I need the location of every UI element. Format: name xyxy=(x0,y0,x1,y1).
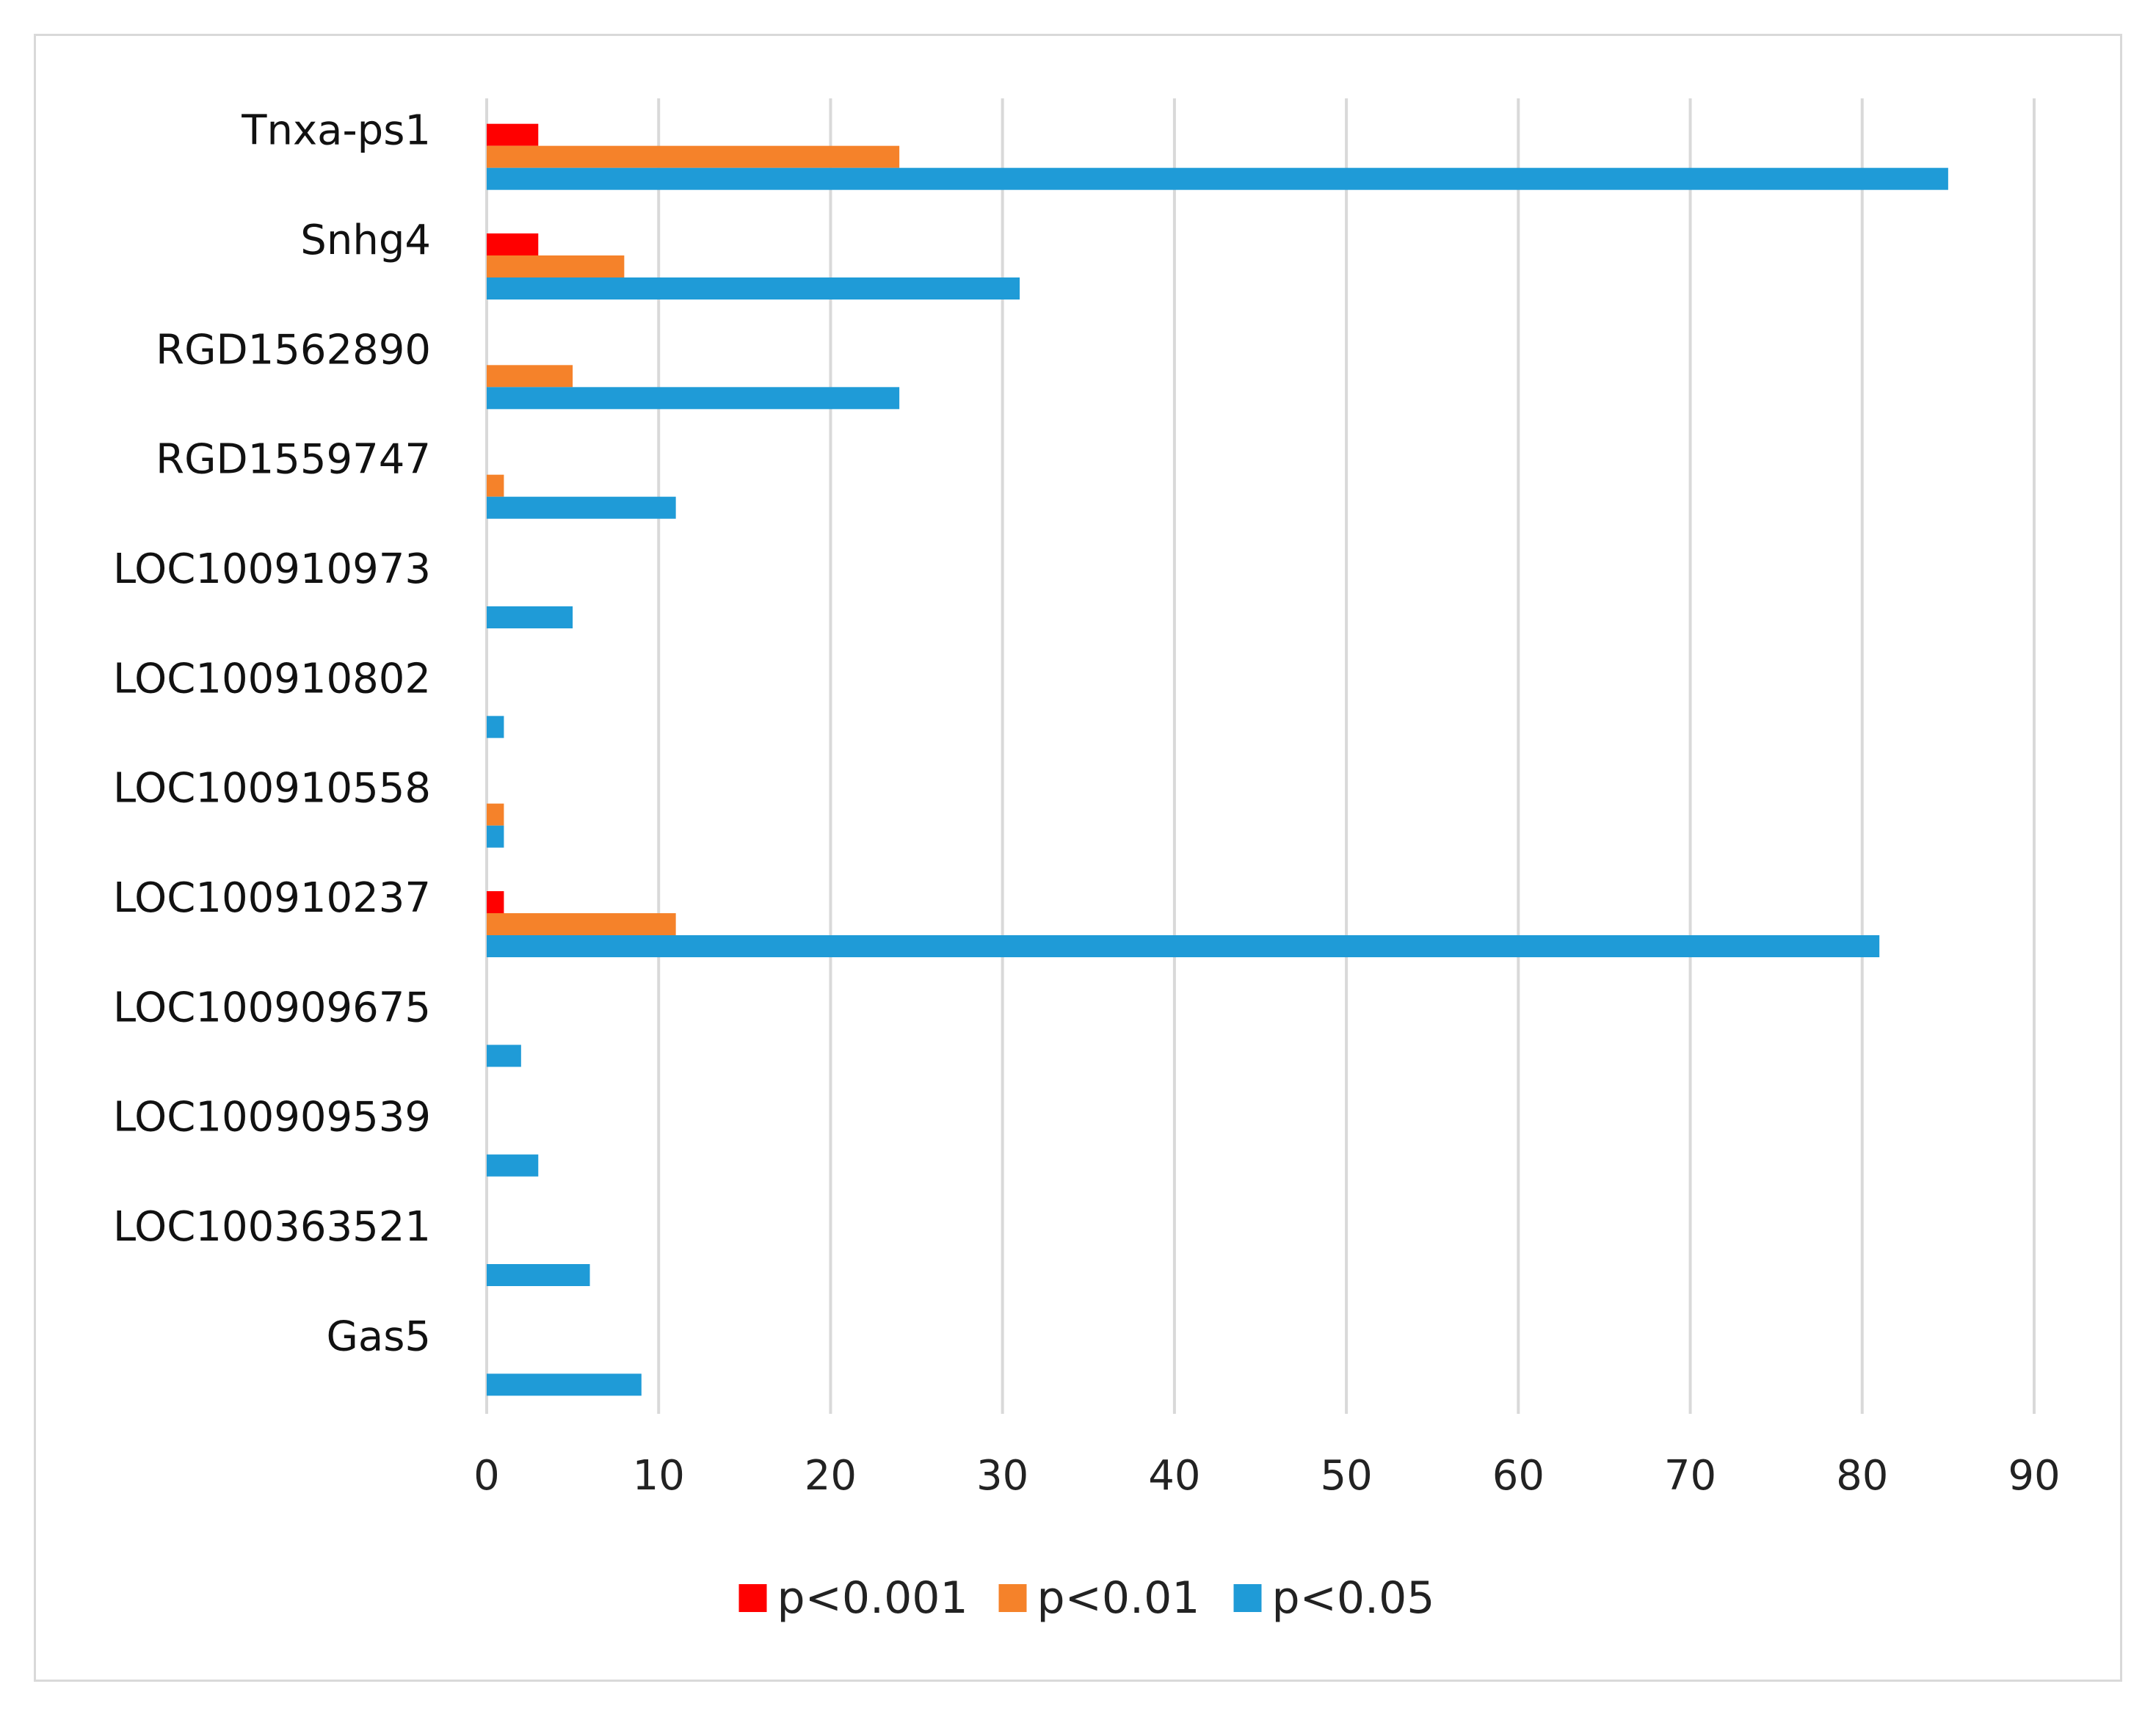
chart-frame: Tnxa-ps1 Snhg4 RGD1562890 RGD1559747 LOC1009… xyxy=(34,34,2122,1682)
legend-swatch-p<0.05 xyxy=(1233,1584,1262,1612)
x-tick-label-90: 90 xyxy=(2008,1452,2060,1500)
x-tick-label-20: 20 xyxy=(805,1452,857,1500)
legend-label-p<0.05: p<0.05 xyxy=(1272,1572,1435,1624)
category-label-LOC100910802: LOC100910802 xyxy=(113,655,431,703)
category-label-Gas5: Gas5 xyxy=(326,1313,431,1360)
x-tick-label-70: 70 xyxy=(1664,1452,1716,1500)
bar-RGD1562890-p<0.01 xyxy=(487,365,573,388)
x-tick-label-50: 50 xyxy=(1320,1452,1372,1500)
bar-LOC100910802-p<0.05 xyxy=(487,716,504,738)
x-tick-label-80: 80 xyxy=(1836,1452,1888,1500)
x-tick-label-0: 0 xyxy=(473,1452,500,1500)
bar-Tnxa-ps1-p<0.05 xyxy=(487,167,1948,190)
category-label-LOC100910237: LOC100910237 xyxy=(113,874,431,922)
bar-LOC100910237-p<0.01 xyxy=(487,913,676,935)
bar-LOC100910558-p<0.01 xyxy=(487,803,504,826)
bar-Snhg4-p<0.05 xyxy=(487,277,1020,300)
bar-RGD1562890-p<0.05 xyxy=(487,387,900,410)
category-label-LOC100909539: LOC100909539 xyxy=(113,1094,431,1141)
bar-LOC100363521-p<0.05 xyxy=(487,1264,590,1286)
bar-Tnxa-ps1-p<0.001 xyxy=(487,123,539,146)
bar-Snhg4-p<0.001 xyxy=(487,233,539,255)
category-label-LOC100910973: LOC100910973 xyxy=(113,545,431,593)
x-tick-label-30: 30 xyxy=(976,1452,1028,1500)
bar-LOC100909675-p<0.05 xyxy=(487,1045,521,1067)
bar-LOC100909539-p<0.05 xyxy=(487,1154,539,1177)
x-axis-tick-labels: 0 10 20 30 40 50 60 70 80 90 xyxy=(473,1452,2060,1500)
legend-label-p<0.001: p<0.001 xyxy=(777,1572,968,1624)
category-labels: Tnxa-ps1 Snhg4 RGD1562890 RGD1559747 LOC1009… xyxy=(113,107,431,1361)
bar-chart: Tnxa-ps1 Snhg4 RGD1562890 RGD1559747 LOC1009… xyxy=(113,98,2061,1624)
category-label-LOC100909675: LOC100909675 xyxy=(113,984,431,1031)
bar-LOC100910237-p<0.05 xyxy=(487,935,1880,957)
category-label-Tnxa-ps1: Tnxa-ps1 xyxy=(241,107,431,155)
category-label-LOC100363521: LOC100363521 xyxy=(113,1203,431,1251)
category-label-RGD1562890: RGD1562890 xyxy=(156,326,431,374)
category-label-LOC100910558: LOC100910558 xyxy=(113,765,431,813)
bar-RGD1559747-p<0.01 xyxy=(487,474,504,497)
legend-swatch-p<0.01 xyxy=(998,1584,1027,1612)
x-tick-label-10: 10 xyxy=(633,1452,685,1500)
bar-LOC100910558-p<0.05 xyxy=(487,825,504,848)
bar-LOC100910973-p<0.05 xyxy=(487,606,573,628)
bar-RGD1559747-p<0.05 xyxy=(487,496,676,519)
category-label-Snhg4: Snhg4 xyxy=(300,217,431,264)
legend: p<0.001 p<0.01 p<0.05 xyxy=(738,1572,1435,1624)
bar-Tnxa-ps1-p<0.01 xyxy=(487,145,900,168)
bars xyxy=(487,123,1948,1396)
gridlines xyxy=(485,98,2036,1414)
bar-Snhg4-p<0.01 xyxy=(487,255,625,277)
bar-LOC100910237-p<0.001 xyxy=(487,891,504,913)
x-tick-label-40: 40 xyxy=(1148,1452,1200,1500)
x-tick-label-60: 60 xyxy=(1492,1452,1545,1500)
bar-Gas5-p<0.05 xyxy=(487,1373,642,1396)
legend-swatch-p<0.001 xyxy=(738,1584,767,1612)
legend-label-p<0.01: p<0.01 xyxy=(1037,1572,1200,1624)
category-label-RGD1559747: RGD1559747 xyxy=(156,436,431,484)
